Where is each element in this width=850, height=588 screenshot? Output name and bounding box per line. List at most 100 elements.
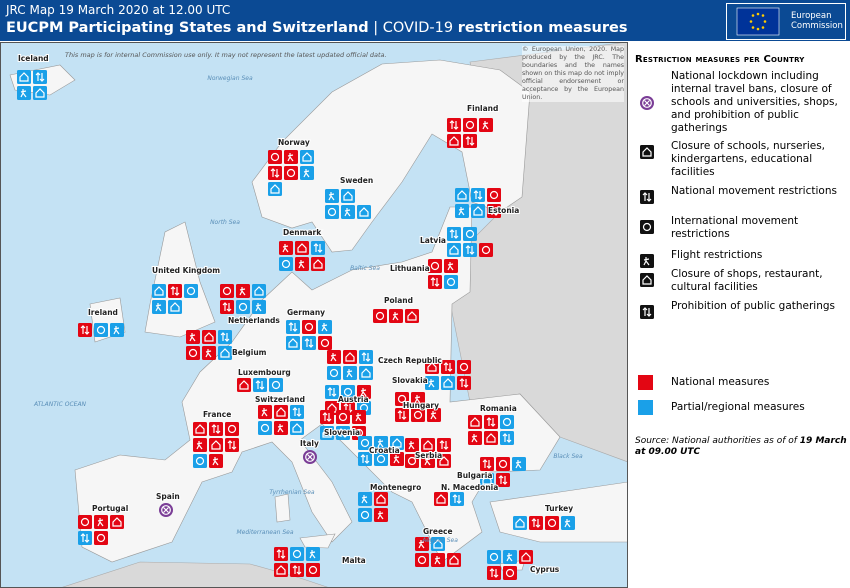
- icon-glyph: [360, 438, 370, 448]
- measure-icon: [405, 438, 419, 452]
- icon-glyph: [392, 438, 402, 448]
- icon-glyph: [471, 434, 478, 443]
- legend-icon: [640, 190, 654, 204]
- icon-glyph: [227, 424, 237, 434]
- icon-glyph: [473, 190, 483, 200]
- measure-icon: [343, 350, 357, 364]
- measure-icon: [318, 336, 332, 350]
- measure-icon: [193, 454, 207, 468]
- measure-icon: [496, 473, 510, 487]
- country-label: United Kingdom: [152, 266, 220, 275]
- measure-icon: [78, 515, 92, 529]
- icon-glyph: [498, 475, 508, 485]
- icon-glyph: [322, 412, 332, 422]
- icon-glyph: [313, 243, 323, 253]
- icon-glyph: [195, 424, 205, 434]
- measure-icon: [94, 323, 108, 337]
- logo-line: Commission: [791, 21, 843, 31]
- icon-glyph: [392, 312, 399, 321]
- icon-glyph: [338, 428, 348, 438]
- land: [9, 59, 628, 571]
- measure-icon: [374, 492, 388, 506]
- measure-icon: [202, 346, 216, 360]
- icon-glyph: [170, 286, 180, 296]
- measure-icon: [306, 547, 320, 561]
- measure-icon: [274, 547, 288, 561]
- measure-icon: [268, 150, 282, 164]
- icon-glyph: [446, 277, 456, 287]
- icon-glyph: [482, 121, 489, 130]
- icon-glyph: [313, 259, 323, 269]
- icon-glyph: [308, 565, 318, 575]
- measure-icon: [311, 257, 325, 271]
- icon-glyph: [170, 302, 180, 312]
- country-label: Latvia: [420, 236, 446, 245]
- icon-glyph: [211, 424, 221, 434]
- icon-glyph: [502, 417, 512, 427]
- measure-icon: [427, 408, 441, 422]
- copyright: © European Union, 2020. Map produced by …: [522, 46, 624, 102]
- icon-glyph: [322, 428, 332, 438]
- measure-icon: [325, 189, 339, 203]
- source: Source: National authorities as of of 19…: [635, 436, 847, 458]
- measure-icon: [341, 205, 355, 219]
- source-part: Source: National authorities as of of: [635, 436, 797, 446]
- legend-icon: [640, 145, 654, 159]
- measure-icon: [389, 309, 403, 323]
- measure-icon: [359, 366, 373, 380]
- measure-icon: [290, 405, 304, 419]
- measure-icon: [152, 300, 166, 314]
- icon-glyph: [239, 380, 249, 390]
- icon-glyph: [261, 408, 268, 417]
- map: Iceland Finland Norway Sweden Estonia Latvia L…: [0, 42, 628, 588]
- title: EUCPM Participating States and Switzerla…: [6, 20, 628, 36]
- measure-icon: [513, 516, 527, 530]
- measure-icon: [468, 431, 482, 445]
- measure-icon: [421, 454, 435, 468]
- measure-icon: [184, 284, 198, 298]
- icon-glyph: [286, 168, 296, 178]
- icon-glyph: [360, 388, 367, 397]
- measure-icon: [444, 275, 458, 289]
- measure-icon: [357, 385, 371, 399]
- icon-glyph: [238, 302, 248, 312]
- icon-glyph: [304, 322, 314, 332]
- icon-layer: [17, 70, 575, 580]
- legend-level: Partial/regional measures: [671, 401, 805, 413]
- country-label: France: [203, 410, 231, 419]
- icon-glyph: [220, 332, 230, 342]
- measure-icon: [503, 550, 517, 564]
- measure-icon: [78, 531, 92, 545]
- icon-glyph: [292, 549, 302, 559]
- country-label: Norway: [278, 138, 310, 147]
- icon-glyph: [330, 353, 337, 362]
- country-label: Cyprus: [530, 565, 560, 574]
- icon-glyph: [465, 245, 475, 255]
- measure-icon: [290, 563, 304, 577]
- icon-glyph: [486, 433, 496, 443]
- icon-glyph: [642, 98, 652, 108]
- icon-glyph: [428, 379, 435, 388]
- measure-icon: [500, 431, 514, 445]
- icon-glyph: [227, 440, 237, 450]
- icon-glyph: [345, 352, 355, 362]
- measure-icon: [395, 408, 409, 422]
- legend: Restriction measures per Country Source:…: [630, 42, 850, 588]
- icon-glyph: [470, 417, 480, 427]
- icon-glyph: [482, 475, 492, 485]
- sea-label: North Sea: [210, 219, 240, 226]
- icon-glyph: [327, 207, 337, 217]
- legend-swatch: [638, 375, 653, 390]
- icon-glyph: [360, 510, 370, 520]
- icon-glyph: [163, 507, 169, 513]
- legend-measure: Prohibition of public gatherings: [671, 300, 836, 312]
- icon-glyph: [459, 378, 469, 388]
- icon-glyph: [195, 456, 205, 466]
- measure-icon: [268, 166, 282, 180]
- measure-icon: [428, 259, 442, 273]
- icon-glyph: [239, 287, 246, 296]
- measure-icon: [455, 188, 469, 202]
- measure-icon: [279, 257, 293, 271]
- measure-icon: [286, 320, 300, 334]
- icon-glyph: [297, 243, 307, 253]
